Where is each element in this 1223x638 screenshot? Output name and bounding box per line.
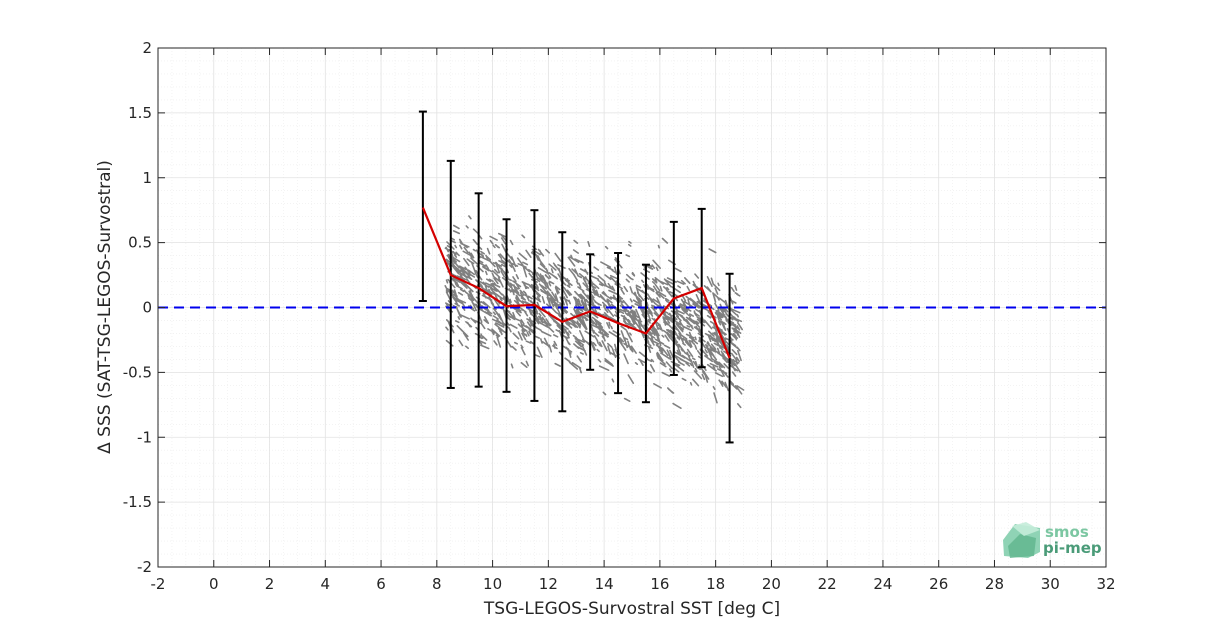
x-tick-label: 0	[209, 575, 219, 593]
x-tick-label: -2	[151, 575, 166, 593]
y-tick-label: -1	[137, 428, 152, 446]
y-axis-label: Δ SSS (SAT-TSG-LEGOS-Survostral)	[95, 160, 115, 454]
major-grid	[157, 47, 1107, 568]
x-tick-label: 28	[985, 575, 1004, 593]
x-tick-label: 2	[265, 575, 275, 593]
y-tick-label: -2	[137, 558, 152, 576]
x-tick-label: 30	[1041, 575, 1060, 593]
x-tick-label: 20	[762, 575, 781, 593]
mean-polyline	[421, 207, 731, 359]
x-tick-label: 8	[432, 575, 442, 593]
x-tick-label: 14	[595, 575, 614, 593]
y-tick-labels: -2 -1.5 -1 -0.5 0 0.5 1 1.5 2	[123, 39, 152, 576]
x-tick-label: 6	[376, 575, 386, 593]
x-tick-label: 22	[818, 575, 837, 593]
scatter-cloud	[444, 215, 745, 409]
y-tick-label: 2	[142, 39, 152, 57]
y-tick-label: 0.5	[128, 234, 152, 252]
x-tick-label: 10	[483, 575, 502, 593]
x-tick-label: 4	[321, 575, 331, 593]
x-tick-labels: -2 0 2 4 6 8 10 12 14 16 18 20 22 24 26 28 30 32	[151, 575, 1116, 593]
mean-line	[421, 207, 731, 359]
y-tick-label: -0.5	[123, 363, 152, 381]
scatter-strokes	[444, 215, 745, 409]
y-tick-label: 1.5	[128, 104, 152, 122]
logo-line-1: smos	[1045, 523, 1089, 541]
x-axis-label: TSG-LEGOS-Survostral SST [deg C]	[483, 599, 780, 619]
y-tick-label: 0	[142, 299, 152, 317]
y-tick-label: 1	[142, 169, 152, 187]
x-tick-label: 16	[650, 575, 669, 593]
logo-mark-icon	[1003, 522, 1040, 558]
x-tick-label: 12	[539, 575, 558, 593]
y-tick-label: -1.5	[123, 493, 152, 511]
axes-frame	[157, 47, 1107, 568]
x-tick-label: 18	[706, 575, 725, 593]
x-tick-label: 26	[929, 575, 948, 593]
x-tick-label: 32	[1096, 575, 1115, 593]
x-tick-label: 24	[873, 575, 892, 593]
logo-line-2: pi-mep	[1043, 539, 1102, 557]
smos-pimep-logo: smos pi-mep	[1003, 522, 1102, 558]
